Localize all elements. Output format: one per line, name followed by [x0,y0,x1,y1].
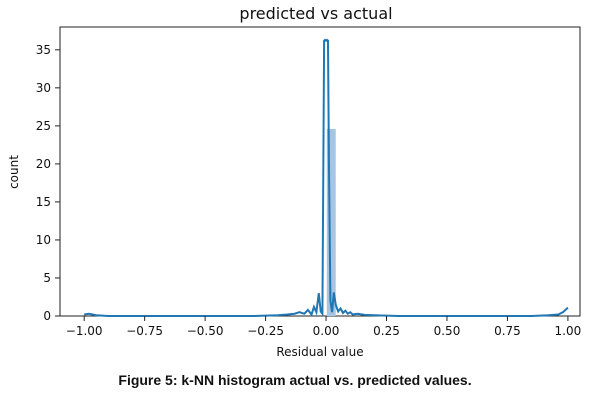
chart-title: predicted vs actual [239,4,392,23]
y-tick-label: 30 [36,81,51,95]
histogram-bars [326,128,336,316]
x-tick-label: −0.50 [187,324,224,338]
x-tick-label: 0.00 [313,324,340,338]
y-axis-label: count [7,155,21,189]
y-tick-label: 20 [36,157,51,171]
x-tick-label: −1.00 [66,324,103,338]
y-tick-label: 5 [43,271,51,285]
y-tick-label: 35 [36,43,51,57]
plot-area-frame [59,26,581,317]
y-tick-label: 0 [43,309,51,323]
y-axis-ticks: 0 5 10 15 20 25 30 35 [36,43,60,323]
x-tick-label: 0.75 [494,324,521,338]
x-tick-label: 0.25 [373,324,400,338]
histogram-chart: predicted vs actual −1.00 −0.75 −0.50 −0.25… [7,4,581,359]
histogram-bar-0 [326,128,336,316]
x-tick-label: 1.00 [555,324,582,338]
x-axis-label: Residual value [276,345,363,359]
kde-line [84,38,569,317]
x-axis-ticks: −1.00 −0.75 −0.50 −0.25 0.00 0.25 0.50 0.75 1.00 [66,316,581,338]
y-tick-label: 25 [36,119,51,133]
x-tick-label: −0.75 [126,324,163,338]
figure-caption: Figure 5: k-NN histogram actual vs. pred… [118,372,472,388]
y-tick-label: 10 [36,233,51,247]
y-tick-label: 15 [36,195,51,209]
x-tick-label: 0.50 [434,324,461,338]
x-tick-label: −0.25 [247,324,284,338]
